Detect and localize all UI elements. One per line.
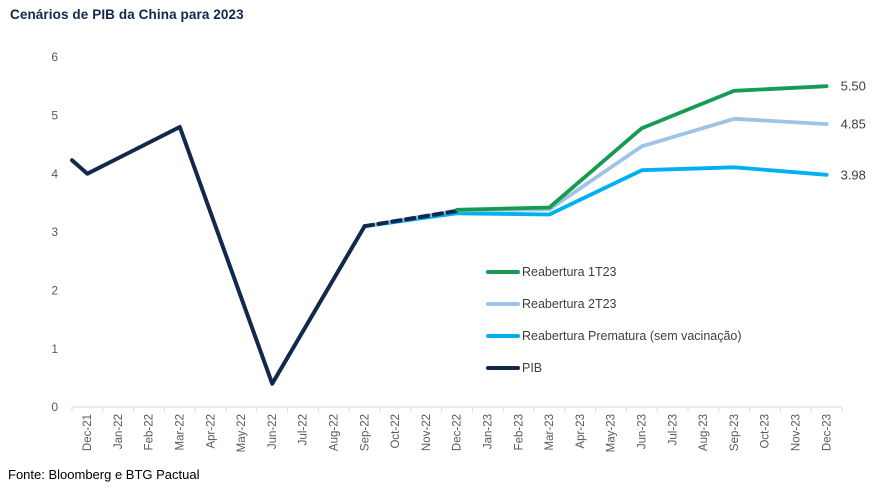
x-axis-tick-label: Jan-23 — [482, 414, 494, 449]
y-axis-tick-label: 3 — [51, 225, 58, 239]
x-axis-tick-label: Aug-23 — [698, 414, 710, 451]
y-axis-tick-label: 2 — [51, 284, 58, 298]
series-end-value-label: 3.98 — [841, 167, 866, 182]
x-axis-tick-label: Nov-23 — [790, 414, 802, 451]
legend-label: Reabertura Prematura (sem vacinação) — [522, 329, 742, 343]
legend-item-reabertura-1t23: Reabertura 1T23 — [486, 256, 742, 288]
x-axis-tick-label: Apr-22 — [205, 414, 217, 449]
x-axis-tick-label: May-23 — [606, 414, 618, 452]
x-axis-tick-label: Apr-23 — [575, 414, 587, 449]
x-axis-tick-label: Jul-23 — [667, 414, 679, 445]
legend-label: Reabertura 1T23 — [522, 265, 617, 279]
legend-item-reabertura-prematura: Reabertura Prematura (sem vacinação) — [486, 320, 742, 352]
chart-title: Cenários de PIB da China para 2023 — [10, 7, 244, 22]
x-axis-tick-label: Feb-22 — [144, 414, 156, 450]
legend-item-pib: PIB — [486, 352, 742, 384]
x-axis-tick-label: Jul-22 — [298, 414, 310, 445]
legend: Reabertura 1T23 Reabertura 2T23 Reabertu… — [486, 256, 742, 384]
x-axis-tick-label: May-22 — [236, 414, 248, 452]
series-line-reabertura-2t23 — [362, 116, 829, 229]
legend-item-reabertura-2t23: Reabertura 2T23 — [486, 288, 742, 320]
legend-label: PIB — [522, 361, 543, 375]
x-axis-tick-label: Jan-22 — [113, 414, 125, 449]
series-line-pib — [70, 125, 367, 386]
x-axis-tick-label: Nov-22 — [421, 414, 433, 451]
y-axis-tick-label: 4 — [51, 167, 58, 181]
y-axis-tick-label: 5 — [51, 109, 58, 123]
series-end-value-label: 4.85 — [841, 117, 866, 132]
y-axis-tick-label: 1 — [51, 342, 58, 356]
legend-label: Reabertura 2T23 — [522, 297, 617, 311]
y-axis-tick-label: 0 — [51, 400, 58, 414]
legend-swatch-navy-line-icon — [486, 366, 520, 370]
x-axis-tick-label: Oct-22 — [390, 414, 402, 449]
x-axis-tick-label: Jun-22 — [267, 414, 279, 449]
x-axis-tick-label: Sep-23 — [729, 414, 741, 451]
x-axis-tick-label: Aug-22 — [328, 414, 340, 451]
x-axis-tick-label: Jun-23 — [636, 414, 648, 449]
series-end-value-label: 5.50 — [841, 79, 866, 94]
source-note: Fonte: Bloomberg e BTG Pactual — [8, 467, 200, 482]
x-axis-tick-label: Feb-23 — [513, 414, 525, 450]
x-axis-tick-label: Dec-21 — [82, 414, 94, 451]
series-line-reabertura-1t23 — [455, 84, 829, 212]
x-axis-tick-label: Mar-22 — [174, 414, 186, 450]
x-axis-tick-label: Dec-23 — [821, 414, 833, 451]
x-axis-tick-label: Dec-22 — [452, 414, 464, 451]
y-axis-tick-label: 6 — [51, 50, 58, 64]
legend-swatch-green-line-icon — [486, 270, 520, 274]
series-line-pib-estimativa-tracejada- — [362, 209, 459, 229]
x-axis-tick-label: Oct-23 — [760, 414, 772, 449]
legend-swatch-lightblue-line-icon — [486, 302, 520, 306]
legend-swatch-cyan-line-icon — [486, 334, 520, 338]
x-axis-tick-label: Mar-23 — [544, 414, 556, 450]
x-axis-tick-label: Sep-22 — [359, 414, 371, 451]
